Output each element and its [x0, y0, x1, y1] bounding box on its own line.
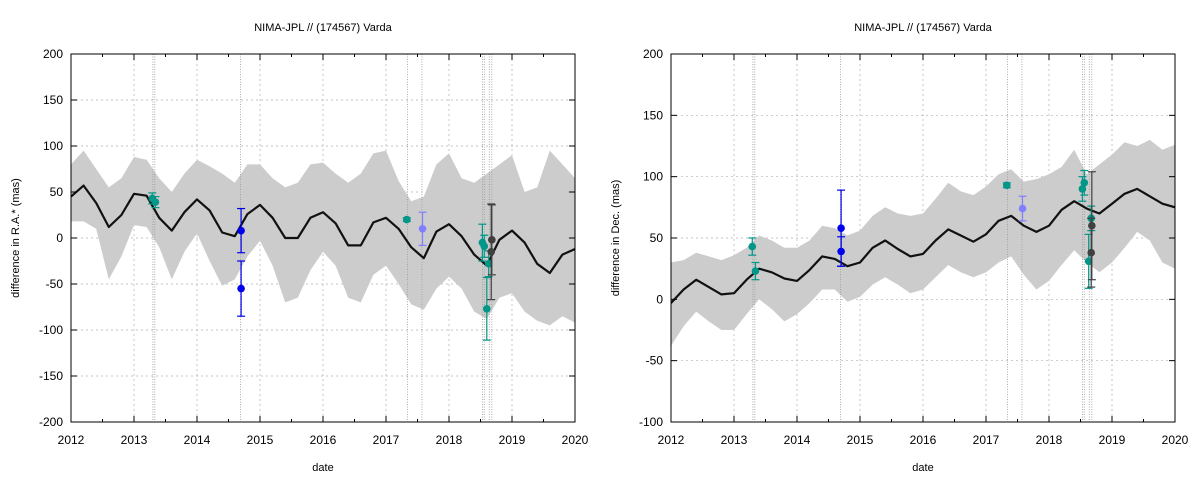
uncertainty-band [671, 139, 1175, 346]
chart-title: NIMA-JPL // (174567) Varda [254, 22, 392, 34]
x-axis-label: date [312, 462, 333, 474]
y-tick-label: -100 [39, 323, 63, 337]
y-tick-label: 0 [656, 292, 663, 306]
x-tick-label: 2015 [247, 433, 274, 447]
data-point [751, 267, 760, 275]
x-tick-label: 2013 [121, 433, 148, 447]
data-point [1080, 179, 1089, 187]
x-tick-label: 2016 [910, 433, 937, 447]
y-tick-label: 200 [643, 47, 663, 61]
data-point [488, 236, 496, 244]
x-tick-label: 2018 [1036, 433, 1063, 447]
data-point [237, 226, 245, 235]
data-point [1018, 204, 1027, 213]
y-tick-label: 200 [43, 47, 63, 61]
data-point [1087, 248, 1096, 257]
data-point [748, 242, 757, 251]
data-point [237, 284, 245, 293]
y-tick-label: -150 [39, 369, 63, 383]
chart-panel-1: -200 -150 -100 -50 0 50 100 150 200 2012 2013 2014 2… [10, 22, 589, 474]
y-tick-label: 0 [56, 231, 63, 245]
chart-panel-2: -100 -50 0 50 100 150 200 2012 2013 2014 2015 2016 2… [610, 22, 1189, 474]
x-axis-label: date [912, 462, 933, 474]
y-tick-label: -100 [639, 415, 663, 429]
data-point [487, 248, 496, 256]
x-tick-label: 2013 [721, 433, 748, 447]
data-point [484, 259, 493, 268]
x-tick-label: 2014 [184, 433, 211, 447]
x-tick-label: 2017 [973, 433, 1000, 447]
data-point [151, 198, 160, 206]
x-tick-label: 2017 [373, 433, 400, 447]
data-point [1088, 221, 1096, 230]
data-point [480, 242, 489, 251]
x-tick-label: 2012 [58, 433, 85, 447]
x-tick-label: 2012 [658, 433, 685, 447]
y-axis-label: difference in R.A.* (mas) [10, 178, 22, 298]
plot-area [71, 54, 575, 422]
x-tick-label: 2019 [1099, 433, 1126, 447]
data-point [1084, 257, 1093, 266]
plot-area [671, 54, 1175, 422]
y-tick-label: 150 [43, 93, 63, 107]
y-axis-label: difference in Dec. (mas) [610, 180, 622, 297]
data-point [1002, 181, 1011, 190]
data-point [837, 224, 845, 232]
data-point [402, 215, 411, 224]
data-point [418, 225, 427, 233]
y-tick-label: -200 [39, 415, 63, 429]
x-tick-label: 2018 [436, 433, 463, 447]
chart-title: NIMA-JPL // (174567) Varda [854, 22, 992, 34]
x-tick-label: 2019 [499, 433, 526, 447]
x-tick-label: 2020 [562, 433, 589, 447]
x-tick-label: 2016 [310, 433, 337, 447]
x-tick-label: 2020 [1162, 433, 1189, 447]
y-tick-label: 150 [643, 108, 663, 122]
y-tick-label: -50 [646, 354, 664, 368]
data-point [483, 305, 491, 313]
y-tick-label: -50 [46, 277, 64, 291]
x-tick-label: 2015 [847, 433, 874, 447]
y-tick-label: 100 [43, 139, 63, 153]
y-tick-label: 100 [643, 170, 663, 184]
uncertainty-band [71, 150, 575, 326]
x-tick-label: 2014 [784, 433, 811, 447]
data-point [837, 247, 845, 256]
y-tick-label: 50 [50, 185, 64, 199]
y-tick-label: 50 [650, 231, 664, 245]
